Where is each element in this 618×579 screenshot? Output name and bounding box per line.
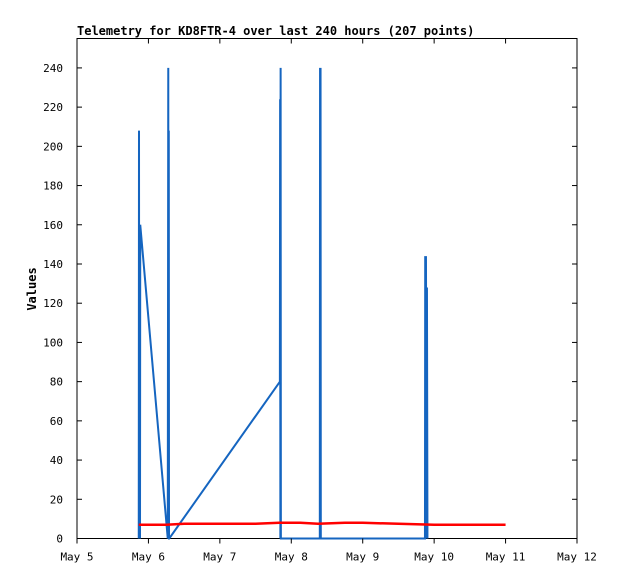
y-tick-label: 120	[43, 297, 63, 310]
y-tick-label: 100	[43, 336, 63, 349]
x-tick-label: May 7	[203, 551, 236, 564]
y-tick-label: 200	[43, 140, 63, 153]
x-tick-label: May 5	[60, 551, 93, 564]
plot-area	[76, 38, 578, 539]
x-tick-label: May 9	[346, 551, 379, 564]
y-axis-label: Values	[25, 267, 39, 310]
y-tick-label: 160	[43, 219, 63, 232]
x-tick-label: May 12	[557, 551, 597, 564]
y-tick-label: 80	[50, 376, 63, 389]
chart-title: Telemetry for KD8FTR-4 over last 240 hou…	[77, 24, 474, 38]
axis-layer: 0 20 40 60 80 100 120 140 160 180 200 220 240 May 5 Ma…	[43, 38, 597, 564]
y-tick-label: 180	[43, 180, 63, 193]
x-tick-label: May 6	[132, 551, 165, 564]
y-tick-label: 60	[50, 415, 63, 428]
series-line-blue	[137, 67, 429, 540]
x-tick-label: May 11	[486, 551, 526, 564]
y-tick-label: 140	[43, 258, 63, 271]
x-tick-label: May 8	[275, 551, 308, 564]
y-tick-label: 20	[50, 493, 63, 506]
y-tick-label: 220	[43, 101, 63, 114]
y-tick-label: 40	[50, 454, 63, 467]
y-tick-label: 0	[56, 533, 63, 546]
series-layer	[137, 67, 506, 540]
y-tick-label: 240	[43, 62, 63, 75]
x-tick-label: May 10	[414, 551, 454, 564]
series-line-red	[138, 521, 506, 527]
